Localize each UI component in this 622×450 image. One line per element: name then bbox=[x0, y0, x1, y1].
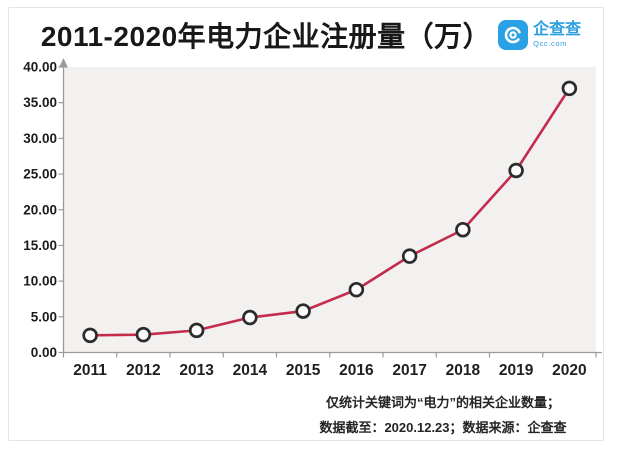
qcc-logo: 企查查 Qcc.com bbox=[498, 20, 581, 50]
data-line bbox=[90, 87, 571, 337]
x-axis-tick-label: 2016 bbox=[339, 362, 374, 379]
y-axis-tick-label: 0.00 bbox=[31, 345, 57, 360]
data-point-2018 bbox=[455, 221, 471, 238]
y-axis-tick-label: 35.00 bbox=[23, 95, 57, 110]
data-point-2013 bbox=[188, 322, 205, 339]
y-axis-tick-label: 40.00 bbox=[23, 60, 57, 75]
x-axis-tick-label: 2020 bbox=[552, 362, 586, 379]
y-axis-tick-label: 25.00 bbox=[23, 167, 57, 182]
data-point-2014 bbox=[242, 309, 258, 326]
x-axis-tick-label: 2013 bbox=[179, 362, 214, 379]
y-axis-tick-label: 30.00 bbox=[23, 131, 57, 146]
chart-title: 2011-2020年电力企业注册量（万） bbox=[40, 21, 492, 52]
footnote: 仅统计关键词为“电力”的相关企业数量； 数据截至：2020.12.23；数据来源… bbox=[282, 390, 604, 440]
x-axis-tick-label: 2011 bbox=[73, 362, 107, 379]
data-point-2015 bbox=[295, 303, 311, 319]
qcc-swirl-icon bbox=[498, 20, 529, 50]
y-axis-tick-label: 10.00 bbox=[23, 274, 57, 289]
data-point-2012 bbox=[135, 326, 152, 343]
x-axis-tick-label: 2019 bbox=[499, 362, 534, 379]
y-axis-tick-label: 15.00 bbox=[23, 238, 57, 253]
data-point-2011 bbox=[82, 327, 98, 344]
qcc-logo-domain: Qcc.com bbox=[533, 39, 567, 49]
x-axis-tick-label: 2012 bbox=[126, 362, 160, 379]
qcc-logo-text: 企查查 Qcc.com bbox=[533, 22, 581, 48]
x-axis-tick-label: 2015 bbox=[286, 362, 321, 379]
y-axis-tick-label: 5.00 bbox=[31, 309, 57, 324]
y-axis-arrow bbox=[59, 58, 68, 68]
chart-header: 2011-2020年电力企业注册量（万） 企查查 Qcc.com bbox=[0, 15, 622, 55]
x-axis-tick-label: 2017 bbox=[392, 362, 426, 379]
plot-area bbox=[63, 67, 596, 353]
qcc-logo-name: 企查查 bbox=[533, 21, 582, 39]
footnote-line-1: 仅统计关键词为“电力”的相关企业数量； bbox=[325, 395, 560, 410]
x-axis-tick-label: 2014 bbox=[233, 362, 268, 379]
data-point-2017 bbox=[401, 248, 418, 264]
data-point-2020 bbox=[561, 80, 578, 97]
footnote-line-2: 数据截至：2020.12.23；数据来源：企查查 bbox=[319, 420, 567, 435]
x-axis-tick-label: 2018 bbox=[446, 362, 481, 379]
data-point-2019 bbox=[508, 162, 524, 179]
y-axis-tick-label: 20.00 bbox=[23, 202, 57, 217]
data-point-2016 bbox=[348, 281, 365, 298]
